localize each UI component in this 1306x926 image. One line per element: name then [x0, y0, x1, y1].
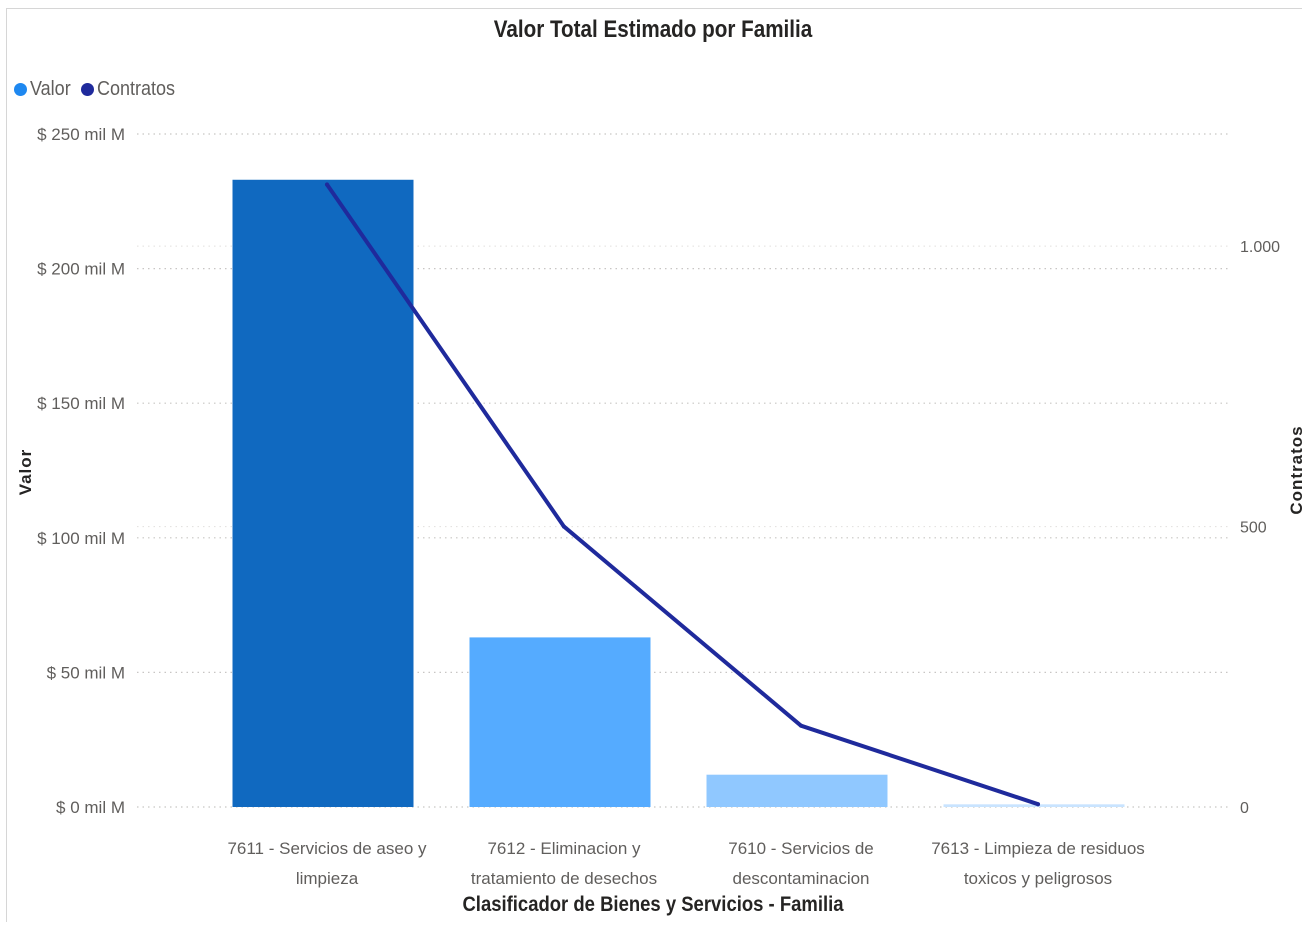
chart-title: Valor Total Estimado por Familia [493, 16, 813, 43]
legend-marker-contratos [81, 83, 95, 96]
y-tick-label: $ 250 mil M [37, 125, 125, 144]
chart-frame [6, 8, 1302, 922]
x-tick-label: 7610 - Servicios de descontaminacion [728, 839, 874, 888]
x-tick-label-line: 7610 - Servicios de [728, 839, 874, 858]
x-axis-title: Clasificador de Bienes y Servicios - Fam… [462, 893, 844, 916]
legend: Valor Contratos [14, 78, 190, 101]
bar-series-valor [232, 179, 1125, 807]
bar-valor[interactable] [232, 179, 414, 807]
x-tick-label: 7612 - Eliminacion y tratamiento de desec… [471, 839, 657, 888]
legend-marker-valor [14, 83, 27, 96]
x-tick-label-line: 7613 - Limpieza de residuos [931, 839, 1145, 858]
y-tick-label: $ 200 mil M [37, 260, 125, 279]
x-tick-label-line: descontaminacion [732, 869, 869, 888]
y-tick-label: $ 150 mil M [37, 394, 125, 413]
y-tick-label: $ 100 mil M [37, 529, 125, 548]
x-tick-label-line: tratamiento de desechos [471, 869, 657, 888]
legend-item-valor[interactable]: Valor [14, 78, 75, 101]
y-tick-label: $ 50 mil M [47, 663, 125, 682]
legend-item-contratos[interactable]: Contratos [81, 78, 184, 101]
y-axis-title: Valor [16, 449, 35, 496]
legend-label-contratos: Contratos [97, 78, 176, 100]
x-tick-label-line: toxicos y peligrosos [964, 869, 1112, 888]
x-tick-label-line: 7612 - Eliminacion y [487, 839, 641, 858]
y2-axis-ticks: 0 500 1.000 [1240, 239, 1280, 817]
x-tick-label: 7611 - Servicios de aseo y limpieza [227, 839, 427, 888]
line-point-contratos[interactable] [1036, 802, 1040, 807]
line-point-contratos[interactable] [562, 524, 566, 529]
y-axis-ticks: $ 0 mil M $ 50 mil M $ 100 mil M $ 150 mil … [37, 125, 125, 817]
x-tick-label: 7613 - Limpieza de residuos toxicos y pel… [931, 839, 1145, 888]
x-axis-ticks: 7611 - Servicios de aseo y limpieza 7612 -… [227, 839, 1144, 888]
bar-valor[interactable] [469, 637, 651, 807]
y2-tick-label: 500 [1240, 520, 1267, 537]
line-series-contratos [325, 182, 1040, 807]
x-tick-label-line: 7611 - Servicios de aseo y [227, 839, 427, 858]
y2-tick-label: 0 [1240, 800, 1249, 817]
bar-valor[interactable] [706, 774, 888, 807]
y2-axis-title: Contratos [1287, 425, 1306, 514]
line-point-contratos[interactable] [799, 723, 803, 728]
y2-tick-label: 1.000 [1240, 239, 1280, 256]
y-tick-label: $ 0 mil M [56, 798, 125, 817]
line-point-contratos[interactable] [325, 182, 329, 187]
line-contratos[interactable] [325, 182, 1040, 807]
x-tick-label-line: limpieza [296, 869, 359, 888]
legend-label-valor: Valor [30, 78, 71, 100]
bar-valor[interactable] [943, 804, 1125, 807]
